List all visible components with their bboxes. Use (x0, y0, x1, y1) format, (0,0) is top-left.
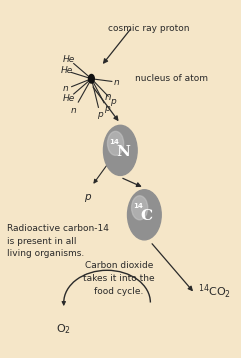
Text: p: p (110, 97, 116, 106)
Text: He: He (63, 55, 75, 64)
Text: p: p (97, 110, 103, 119)
Text: $^{14}$CO$_2$: $^{14}$CO$_2$ (199, 282, 232, 301)
Circle shape (132, 196, 148, 220)
Text: n: n (114, 78, 120, 87)
Text: n: n (63, 84, 69, 93)
Text: N: N (116, 145, 130, 159)
Text: cosmic ray proton: cosmic ray proton (108, 24, 190, 33)
Text: C: C (141, 209, 153, 223)
Text: 14: 14 (109, 139, 119, 145)
Text: n: n (71, 106, 77, 115)
Text: p: p (84, 192, 90, 202)
Text: Radioactive carbon-14
is present in all
living organisms.: Radioactive carbon-14 is present in all … (7, 224, 109, 258)
Text: nucleus of atom: nucleus of atom (135, 74, 208, 83)
Text: Carbon dioxide
takes it into the
food cycle.: Carbon dioxide takes it into the food cy… (83, 261, 155, 296)
Circle shape (127, 190, 161, 240)
Text: O$_2$: O$_2$ (56, 322, 71, 336)
Text: p: p (104, 104, 110, 113)
Text: 14: 14 (134, 203, 143, 209)
Circle shape (103, 125, 137, 175)
Circle shape (107, 131, 124, 155)
Text: He: He (60, 66, 73, 75)
Text: n: n (105, 92, 112, 102)
Text: He: He (62, 94, 74, 103)
Circle shape (88, 74, 94, 83)
